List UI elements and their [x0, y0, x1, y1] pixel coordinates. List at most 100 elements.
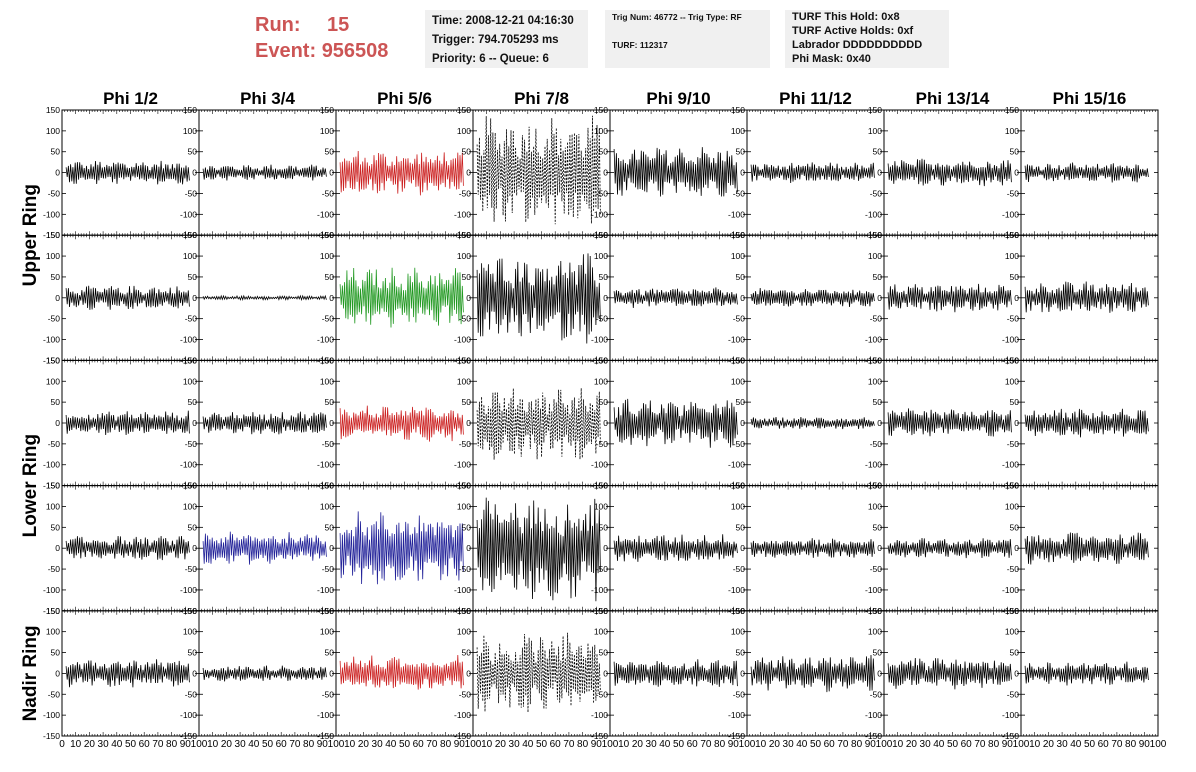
y-tick-label: -50: [596, 689, 609, 699]
y-tick-label: 150: [46, 230, 60, 240]
y-tick-label: 100: [868, 126, 882, 136]
y-tick-label: 50: [325, 147, 335, 157]
y-tick-label: -150: [43, 355, 60, 365]
y-tick-label: 100: [457, 501, 471, 511]
waveform-r3-c7: [887, 408, 1012, 437]
waveform-r2-c4: [476, 253, 601, 344]
y-tick-label: -100: [317, 585, 334, 595]
y-tick-label: -100: [454, 209, 471, 219]
y-tick-label: 100: [46, 251, 60, 261]
y-tick-label: 0: [603, 543, 608, 553]
waveform-r5-c3: [339, 654, 464, 690]
y-tick-label: 50: [51, 147, 61, 157]
y-tick-label: 50: [599, 397, 609, 407]
y-tick-label: 50: [873, 147, 883, 157]
y-tick-label: 100: [320, 251, 334, 261]
y-tick-label: -50: [459, 689, 472, 699]
y-tick-label: 50: [188, 272, 198, 282]
y-tick-label: 50: [1010, 648, 1020, 658]
y-tick-label: -50: [185, 439, 198, 449]
y-tick-label: -100: [180, 209, 197, 219]
y-tick-label: -50: [322, 439, 335, 449]
y-tick-label: 150: [46, 355, 60, 365]
y-tick-label: -50: [733, 689, 746, 699]
y-tick-label: 0: [466, 668, 471, 678]
ring-label-1: Upper Ring: [20, 184, 41, 286]
y-tick-label: -100: [728, 209, 745, 219]
y-tick-label: 50: [462, 397, 472, 407]
y-tick-label: 150: [457, 481, 471, 491]
y-tick-label: 150: [868, 481, 882, 491]
y-tick-label: 0: [603, 668, 608, 678]
waveform-r5-c6: [750, 654, 875, 693]
column-header-4: Phi 7/8: [514, 89, 569, 108]
y-tick-label: -50: [596, 188, 609, 198]
y-tick-label: 50: [188, 397, 198, 407]
y-tick-label: 100: [320, 627, 334, 637]
y-tick-label: 100: [320, 376, 334, 386]
y-tick-label: 150: [868, 606, 882, 616]
y-tick-label: -50: [1007, 689, 1020, 699]
y-tick-label: 150: [731, 105, 745, 115]
y-tick-label: -100: [180, 460, 197, 470]
y-tick-label: 150: [1005, 355, 1019, 365]
y-tick-label: 150: [320, 230, 334, 240]
y-tick-label: 0: [1014, 668, 1019, 678]
y-tick-label: -100: [180, 585, 197, 595]
y-tick-label: 100: [457, 376, 471, 386]
y-tick-label: 100: [183, 251, 197, 261]
waveform-r4-c1: [65, 535, 190, 561]
y-tick-label: 0: [877, 293, 882, 303]
y-tick-label: -150: [317, 731, 334, 741]
y-tick-label: 50: [51, 397, 61, 407]
y-tick-label: 100: [868, 376, 882, 386]
y-tick-label: 150: [1005, 105, 1019, 115]
y-tick-label: 0: [192, 418, 197, 428]
y-tick-label: -50: [48, 439, 61, 449]
y-tick-label: 0: [192, 168, 197, 178]
y-tick-label: -50: [596, 314, 609, 324]
y-tick-label: 150: [594, 606, 608, 616]
column-header-3: Phi 5/6: [377, 89, 432, 108]
waveform-r3-c8: [1024, 408, 1149, 438]
y-tick-label: -100: [865, 335, 882, 345]
y-tick-label: 50: [873, 522, 883, 532]
y-tick-label: 50: [873, 397, 883, 407]
y-tick-label: 50: [599, 648, 609, 658]
y-tick-label: 0: [466, 543, 471, 553]
y-tick-label: 0: [1014, 293, 1019, 303]
y-tick-label: 0: [1014, 168, 1019, 178]
y-tick-label: 150: [731, 606, 745, 616]
y-tick-label: 0: [1014, 543, 1019, 553]
y-tick-label: -100: [591, 335, 608, 345]
y-tick-label: 0: [329, 168, 334, 178]
y-tick-label: 50: [51, 272, 61, 282]
y-tick-label: -100: [591, 209, 608, 219]
y-tick-label: 100: [731, 126, 745, 136]
y-tick-label: 0: [603, 293, 608, 303]
y-tick-label: 50: [736, 272, 746, 282]
y-tick-label: 0: [329, 418, 334, 428]
y-tick-label: 0: [740, 293, 745, 303]
y-tick-label: 50: [188, 522, 198, 532]
y-tick-label: 50: [325, 648, 335, 658]
waveform-r1-c3: [339, 150, 464, 196]
y-tick-label: 50: [462, 648, 472, 658]
y-tick-label: 50: [599, 272, 609, 282]
y-tick-label: 50: [736, 147, 746, 157]
y-tick-label: 100: [320, 126, 334, 136]
y-tick-label: 0: [740, 168, 745, 178]
y-tick-label: -150: [43, 230, 60, 240]
y-tick-label: -150: [454, 731, 471, 741]
y-tick-label: 50: [51, 522, 61, 532]
waveform-r5-c7: [887, 657, 1012, 690]
y-tick-label: 150: [868, 230, 882, 240]
y-tick-label: 0: [1014, 418, 1019, 428]
y-tick-label: -100: [43, 335, 60, 345]
y-tick-label: 150: [320, 481, 334, 491]
waveform-r1-c6: [750, 162, 875, 184]
y-tick-label: 100: [594, 501, 608, 511]
y-tick-label: 0: [740, 668, 745, 678]
y-tick-label: -50: [322, 564, 335, 574]
y-tick-label: 0: [55, 293, 60, 303]
